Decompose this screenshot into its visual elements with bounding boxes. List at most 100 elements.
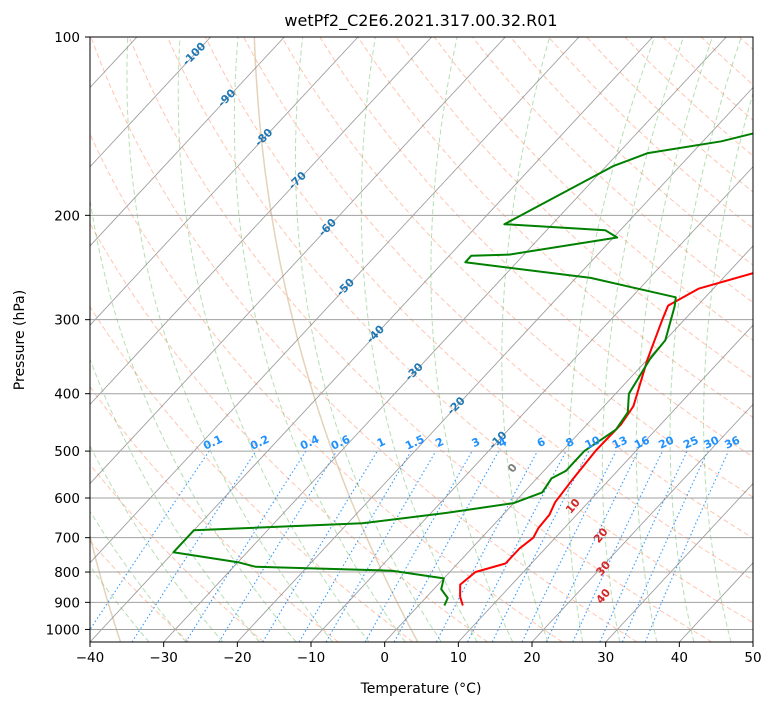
moist-adiabat-line xyxy=(703,91,753,642)
chart-title: wetPf2_C2E6.2021.317.00.32.R01 xyxy=(284,11,557,31)
moist-adiabat-line xyxy=(233,37,406,642)
dry-adiabat-line xyxy=(548,37,753,229)
y-axis-label: Pressure (hPa) xyxy=(12,290,28,390)
temperature-profile-line xyxy=(459,272,753,606)
isotherm-line xyxy=(90,37,359,326)
dry-adiabat-line xyxy=(204,37,753,581)
moist-adiabat-line xyxy=(126,37,334,642)
dry-adiabat-line xyxy=(90,222,488,642)
moist-adiabat-line xyxy=(177,37,370,642)
y-tick-label: 500 xyxy=(54,444,80,460)
mixing-ratio-line xyxy=(185,450,307,642)
y-tick-label: 200 xyxy=(54,208,80,224)
mixing-ratio-line xyxy=(644,450,729,642)
moist-adiabat-label: 20 xyxy=(591,525,611,545)
mixing-ratio-line xyxy=(435,450,538,642)
dry-adiabat-line xyxy=(662,37,753,121)
isotherm-line xyxy=(752,641,753,642)
moist-adiabat-line xyxy=(294,37,442,642)
dry-adiabat-line xyxy=(281,37,753,498)
mixing-ratio-label: 6 xyxy=(535,435,548,450)
isotherm-line xyxy=(384,245,753,642)
moist-adiabat-line xyxy=(90,196,297,642)
dry-adiabat-line xyxy=(738,37,753,51)
isotherm-line xyxy=(0,37,63,642)
moist-adiabat-line xyxy=(601,37,684,642)
dewpoint-profile-line xyxy=(172,132,753,606)
dry-adiabat-line xyxy=(90,37,638,642)
mixing-ratio-label: 0.1 xyxy=(201,433,224,453)
mixing-ratio-line xyxy=(131,450,257,642)
isotherm-line xyxy=(237,86,753,642)
x-tick-label: −40 xyxy=(76,650,105,666)
dry-adiabat-line xyxy=(90,132,563,642)
plot-frame xyxy=(89,36,754,643)
y-tick-label: 600 xyxy=(54,491,80,507)
moist-adiabat-line xyxy=(567,37,656,642)
moist-adiabat-line xyxy=(360,37,478,642)
series-group xyxy=(172,132,753,606)
mixing-ratio-line xyxy=(298,450,412,642)
isotherm-line xyxy=(679,562,753,642)
y-tick-label: 900 xyxy=(54,595,80,611)
y-tick-label: 400 xyxy=(54,387,80,403)
mixing-ratio-label: 1.5 xyxy=(403,433,426,453)
y-tick-label: 700 xyxy=(54,531,80,547)
mixing-ratio-line xyxy=(218,450,338,642)
isotherm-line xyxy=(90,37,432,406)
isotherm-line xyxy=(90,37,285,247)
mixing-ratio-line xyxy=(90,450,210,631)
x-tick-label: 30 xyxy=(597,650,614,666)
mixing-ratio-label: 13 xyxy=(610,434,629,452)
dry-adiabat-line xyxy=(90,305,414,642)
isotherm-line xyxy=(458,324,753,642)
dry-adiabat-line xyxy=(90,385,339,642)
x-axis: −40 −30 −20 −10 0 10 20 30 40 50 xyxy=(76,642,762,666)
x-tick-label: 50 xyxy=(744,650,761,666)
x-tick-label: 40 xyxy=(671,650,688,666)
moist-adiabat-label: 10 xyxy=(563,496,583,516)
moist-adiabat-line xyxy=(90,357,260,642)
mixing-ratio-label: 2 xyxy=(433,435,445,450)
mixing-ratio-label: 30 xyxy=(702,433,722,451)
dry-adiabat-line xyxy=(90,463,264,642)
moist-adiabat-label: 40 xyxy=(593,586,613,606)
dry-adiabat-line xyxy=(243,37,753,539)
theta-e-line xyxy=(253,37,419,642)
mixing-ratio-line xyxy=(621,450,709,642)
background-lines xyxy=(0,37,753,642)
mixing-ratio-line xyxy=(545,450,639,642)
mixing-ratio-line xyxy=(262,450,378,642)
mixing-ratio-line xyxy=(393,450,500,642)
dry-adiabat-line xyxy=(700,37,753,86)
moist-adiabat-line xyxy=(501,37,551,642)
x-tick-label: −30 xyxy=(149,650,178,666)
isotherm-line xyxy=(531,403,753,642)
mixing-ratio-line xyxy=(521,450,617,642)
mixing-ratio-label: 0.6 xyxy=(329,432,352,452)
y-tick-label: 800 xyxy=(54,565,80,581)
dry-adiabat-line xyxy=(90,540,190,642)
moist-adiabat-line xyxy=(430,37,514,642)
isotherm-line xyxy=(310,166,753,642)
dry-adiabat-line xyxy=(357,37,753,418)
mixing-ratio-line xyxy=(364,450,473,642)
isotherm-line xyxy=(90,37,506,485)
x-tick-label: 0 xyxy=(380,650,389,666)
mixing-ratio-label: 25 xyxy=(681,434,700,452)
x-tick-label: 20 xyxy=(523,650,540,666)
mixing-ratio-label: 36 xyxy=(723,433,743,451)
isotherm-line xyxy=(605,482,753,642)
mixing-ratio-label: 10 xyxy=(583,433,603,451)
x-tick-label: −10 xyxy=(297,650,326,666)
dry-adiabat-line xyxy=(128,37,712,642)
theta-e-line xyxy=(90,532,122,642)
mixing-ratio-label: 16 xyxy=(632,433,652,451)
mixing-ratio-line xyxy=(599,450,688,642)
mixing-ratio-line xyxy=(491,450,590,642)
mixing-ratio-line xyxy=(572,450,663,642)
mixing-ratio-label: 0.4 xyxy=(298,432,321,452)
isotherm-line xyxy=(163,37,727,642)
moist-adiabat-label: 30 xyxy=(593,558,613,578)
